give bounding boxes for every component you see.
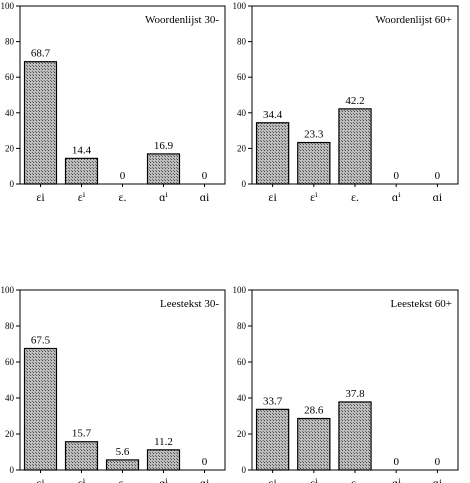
y-tick-label: 0 bbox=[10, 179, 15, 189]
data-label: 0 bbox=[393, 456, 399, 468]
x-tick-label: ɑi bbox=[433, 476, 443, 483]
y-tick-label: 80 bbox=[237, 37, 247, 47]
y-tick-label: 20 bbox=[5, 143, 15, 153]
data-label: 0 bbox=[393, 170, 399, 182]
chart-panel-4: 0 20 40 60 80 100 Leestekst 60+ 33.7 εi 28.6 εⁱ 37.… bbox=[233, 285, 459, 483]
x-tick-label: ɑⁱ bbox=[392, 190, 401, 204]
data-label: 0 bbox=[120, 170, 126, 182]
data-label: 33.7 bbox=[263, 395, 283, 407]
data-label: 23.3 bbox=[304, 129, 324, 141]
y-tick-label: 0 bbox=[242, 465, 247, 475]
y-tick-label: 0 bbox=[10, 465, 15, 475]
y-tick-label: 100 bbox=[1, 285, 15, 295]
chart-title: Leestekst 60+ bbox=[391, 298, 453, 310]
data-label: 14.4 bbox=[72, 144, 92, 156]
x-tick-label: εⁱ bbox=[78, 190, 86, 204]
bar-1 bbox=[255, 122, 290, 185]
bar-3 bbox=[105, 459, 140, 471]
bar-1 bbox=[255, 408, 290, 471]
data-label: 0 bbox=[435, 170, 441, 182]
x-tick-label: ε. bbox=[351, 190, 359, 204]
y-tick-label: 60 bbox=[5, 72, 15, 82]
x-tick-label: εi bbox=[36, 476, 45, 483]
x-tick-label: ɑⁱ bbox=[159, 190, 168, 204]
bar-4 bbox=[146, 449, 181, 471]
chart-panel-2: 0 20 40 60 80 100 Woordenlijst 60+ 34.4 εi 23.3 εⁱ… bbox=[233, 1, 459, 204]
x-tick-label: ɑⁱ bbox=[392, 476, 401, 483]
y-tick-label: 60 bbox=[5, 357, 15, 367]
x-tick-label: ɑⁱ bbox=[159, 476, 168, 483]
data-label: 28.6 bbox=[304, 405, 324, 417]
y-tick-label: 20 bbox=[237, 429, 247, 439]
bar-2 bbox=[297, 141, 331, 185]
y-tick-label: 40 bbox=[237, 108, 247, 118]
data-label: 0 bbox=[202, 170, 208, 182]
x-tick-label: εi bbox=[36, 190, 45, 204]
data-label: 68.7 bbox=[31, 48, 51, 60]
x-tick-label: ɑi bbox=[433, 190, 443, 204]
y-tick-label: 40 bbox=[237, 393, 247, 403]
bar-3 bbox=[338, 108, 372, 185]
y-tick-label: 100 bbox=[1, 1, 15, 11]
data-label: 0 bbox=[202, 456, 208, 468]
x-tick-label: εⁱ bbox=[310, 476, 318, 483]
chart-title: Woordenlijst 30- bbox=[145, 14, 219, 26]
x-tick-label: ɑi bbox=[200, 476, 210, 483]
x-tick-label: εi bbox=[268, 190, 277, 204]
bar-3 bbox=[338, 401, 372, 471]
x-tick-label: εi bbox=[268, 476, 277, 483]
bar-2 bbox=[64, 441, 99, 471]
y-tick-label: 80 bbox=[5, 321, 15, 331]
y-tick-label: 20 bbox=[237, 143, 247, 153]
data-label: 67.5 bbox=[31, 335, 51, 347]
chart-title: Leestekst 30- bbox=[160, 298, 219, 310]
bar-4 bbox=[146, 153, 181, 185]
x-tick-label: ɑi bbox=[200, 190, 210, 204]
x-tick-label: εⁱ bbox=[310, 190, 318, 204]
x-tick-label: ε. bbox=[118, 190, 126, 204]
bar-1 bbox=[23, 61, 58, 185]
x-tick-label: ε. bbox=[118, 476, 126, 483]
data-label: 42.2 bbox=[345, 95, 364, 107]
y-tick-label: 100 bbox=[233, 1, 247, 11]
data-label: 15.7 bbox=[72, 428, 92, 440]
chart-title: Woordenlijst 60+ bbox=[375, 14, 452, 26]
bar-2 bbox=[64, 157, 99, 185]
y-tick-label: 60 bbox=[237, 357, 247, 367]
data-label: 16.9 bbox=[154, 140, 174, 152]
y-tick-label: 80 bbox=[5, 37, 15, 47]
y-tick-label: 100 bbox=[233, 285, 247, 295]
data-label: 11.2 bbox=[154, 436, 173, 448]
x-tick-label: εⁱ bbox=[78, 476, 86, 483]
data-label: 34.4 bbox=[263, 109, 283, 121]
data-label: 5.6 bbox=[116, 446, 130, 458]
bar-1 bbox=[23, 347, 58, 471]
y-tick-label: 0 bbox=[242, 179, 247, 189]
y-tick-label: 40 bbox=[5, 393, 15, 403]
data-label: 0 bbox=[435, 456, 441, 468]
y-tick-label: 60 bbox=[237, 72, 247, 82]
chart-panel-3: 0 20 40 60 80 100 Leestekst 30- 67.5 εi 15.7 εⁱ 5.6… bbox=[1, 285, 226, 483]
bar-2 bbox=[297, 417, 331, 471]
data-label: 37.8 bbox=[345, 388, 365, 400]
y-tick-label: 40 bbox=[5, 108, 15, 118]
y-tick-label: 20 bbox=[5, 429, 15, 439]
x-tick-label: ε. bbox=[351, 476, 359, 483]
y-tick-label: 80 bbox=[237, 321, 247, 331]
chart-panel-1: 0 20 40 60 80 100 Woordenlijst 30- 68.7 εi 14.4 εⁱ… bbox=[1, 1, 226, 204]
